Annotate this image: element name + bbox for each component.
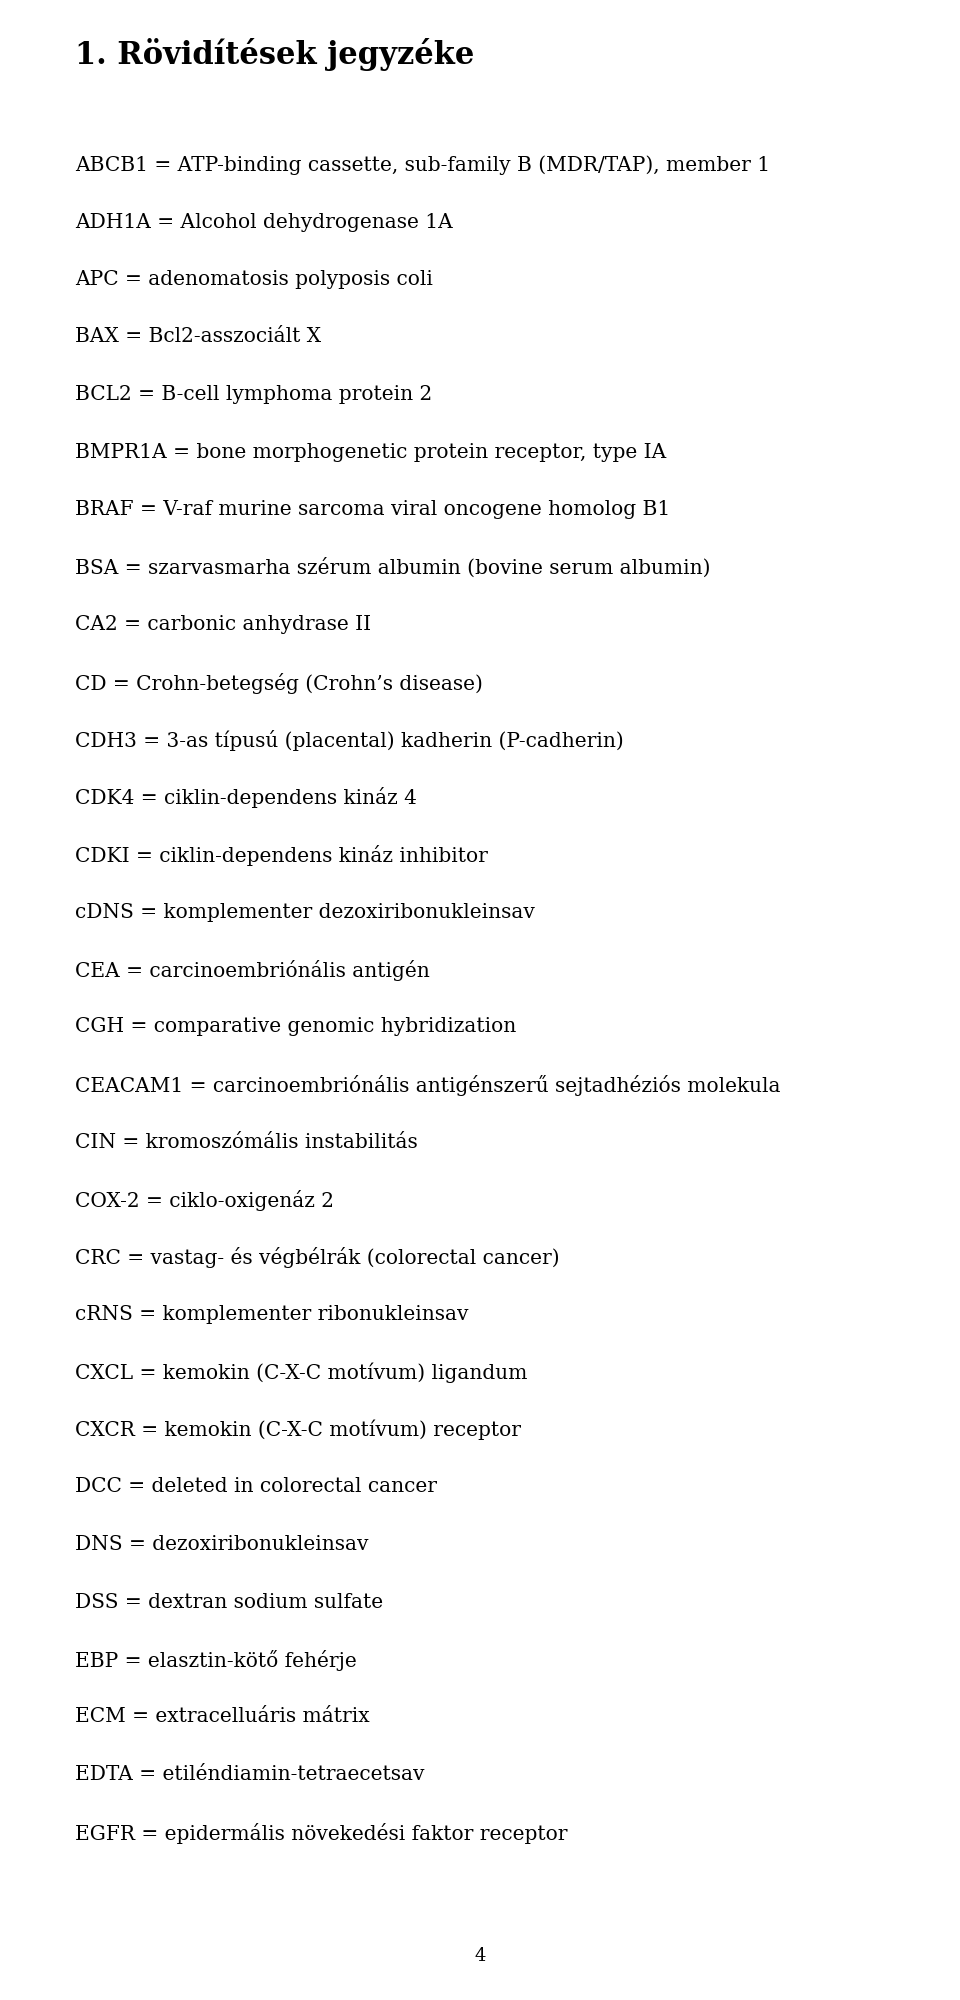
Text: 1. Rövidítések jegyzéke: 1. Rövidítések jegyzéke: [75, 38, 474, 70]
Text: EGFR = epidermális növekedési faktor receptor: EGFR = epidermális növekedési faktor rec…: [75, 1822, 567, 1844]
Text: 4: 4: [474, 1948, 486, 1964]
Text: CDK4 = ciklin-dependens kináz 4: CDK4 = ciklin-dependens kináz 4: [75, 788, 417, 808]
Text: CXCL = kemokin (C-X-C motívum) ligandum: CXCL = kemokin (C-X-C motívum) ligandum: [75, 1362, 527, 1384]
Text: CDH3 = 3-as típusú (placental) kadherin (P-cadherin): CDH3 = 3-as típusú (placental) kadherin …: [75, 730, 624, 750]
Text: CIN = kromoszómális instabilitás: CIN = kromoszómális instabilitás: [75, 1132, 418, 1152]
Text: APC = adenomatosis polyposis coli: APC = adenomatosis polyposis coli: [75, 270, 433, 288]
Text: CD = Crohn-betegség (Crohn’s disease): CD = Crohn-betegség (Crohn’s disease): [75, 672, 483, 694]
Text: BSA = szarvasmarha szérum albumin (bovine serum albumin): BSA = szarvasmarha szérum albumin (bovin…: [75, 558, 710, 578]
Text: CDKI = ciklin-dependens kináz inhibitor: CDKI = ciklin-dependens kináz inhibitor: [75, 844, 488, 866]
Text: ABCB1 = ATP-binding cassette, sub-family B (MDR/TAP), member 1: ABCB1 = ATP-binding cassette, sub-family…: [75, 156, 770, 174]
Text: ECM = extracelluáris mátrix: ECM = extracelluáris mátrix: [75, 1708, 370, 1726]
Text: EBP = elasztin-kötő fehérje: EBP = elasztin-kötő fehérje: [75, 1650, 357, 1672]
Text: CEACAM1 = carcinoembriónális antigénszerű sejtadhéziós molekula: CEACAM1 = carcinoembriónális antigénszer…: [75, 1076, 780, 1096]
Text: EDTA = etiléndiamin-tetraecetsav: EDTA = etiléndiamin-tetraecetsav: [75, 1764, 424, 1784]
Text: DNS = dezoxiribonukleinsav: DNS = dezoxiribonukleinsav: [75, 1536, 369, 1554]
Text: BRAF = V-raf murine sarcoma viral oncogene homolog B1: BRAF = V-raf murine sarcoma viral oncoge…: [75, 500, 670, 518]
Text: COX-2 = ciklo-oxigenáz 2: COX-2 = ciklo-oxigenáz 2: [75, 1190, 334, 1210]
Text: BMPR1A = bone morphogenetic protein receptor, type IA: BMPR1A = bone morphogenetic protein rece…: [75, 442, 666, 462]
Text: BAX = Bcl2-asszociált X: BAX = Bcl2-asszociált X: [75, 328, 322, 346]
Text: DSS = dextran sodium sulfate: DSS = dextran sodium sulfate: [75, 1592, 383, 1612]
Text: DCC = deleted in colorectal cancer: DCC = deleted in colorectal cancer: [75, 1478, 437, 1496]
Text: CRC = vastag- és végbélrák (colorectal cancer): CRC = vastag- és végbélrák (colorectal c…: [75, 1248, 560, 1268]
Text: CEA = carcinoembriónális antigén: CEA = carcinoembriónális antigén: [75, 960, 430, 980]
Text: CXCR = kemokin (C-X-C motívum) receptor: CXCR = kemokin (C-X-C motívum) receptor: [75, 1420, 521, 1440]
Text: CGH = comparative genomic hybridization: CGH = comparative genomic hybridization: [75, 1018, 516, 1036]
Text: cDNS = komplementer dezoxiribonukleinsav: cDNS = komplementer dezoxiribonukleinsav: [75, 902, 535, 922]
Text: BCL2 = B-cell lymphoma protein 2: BCL2 = B-cell lymphoma protein 2: [75, 384, 432, 404]
Text: ADH1A = Alcohol dehydrogenase 1A: ADH1A = Alcohol dehydrogenase 1A: [75, 212, 453, 232]
Text: CA2 = carbonic anhydrase II: CA2 = carbonic anhydrase II: [75, 616, 372, 634]
Text: cRNS = komplementer ribonukleinsav: cRNS = komplementer ribonukleinsav: [75, 1304, 468, 1324]
